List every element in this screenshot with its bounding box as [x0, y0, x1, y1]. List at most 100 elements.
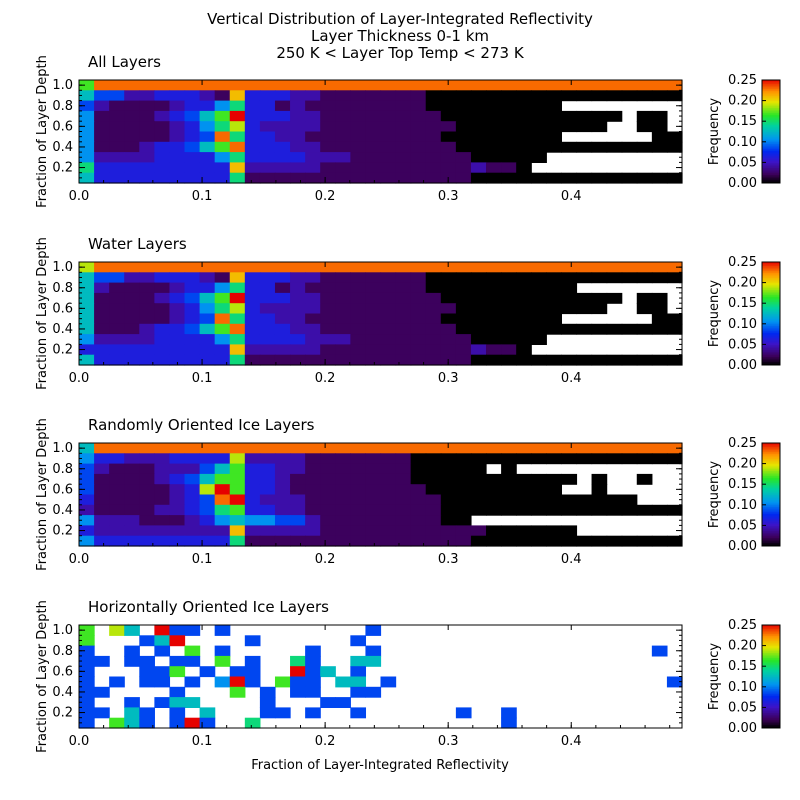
- panel-title: Horizontally Oriented Ice Layers: [88, 598, 329, 616]
- heatmap-cell: [320, 282, 336, 294]
- colorbar-segment: [762, 97, 780, 100]
- heatmap-cell: [486, 484, 502, 496]
- heatmap-cell: [94, 100, 110, 112]
- heatmap-cell: [516, 303, 532, 315]
- heatmap-cell: [501, 272, 517, 284]
- colorbar-segment: [762, 674, 780, 677]
- heatmap-cell: [305, 172, 321, 184]
- colorbar-segment: [762, 262, 780, 265]
- heatmap-cell: [365, 90, 382, 102]
- heatmap-cell: [410, 344, 427, 356]
- heatmap-cell: [320, 262, 336, 273]
- heatmap-cell: [305, 344, 321, 356]
- heatmap-cell: [94, 323, 110, 335]
- colorbar-segment: [762, 530, 780, 533]
- heatmap-cell: [199, 463, 216, 475]
- heatmap-cell: [244, 334, 261, 345]
- heatmap-cells: [79, 80, 683, 184]
- heatmap-cell: [410, 463, 427, 475]
- heatmap-cell: [214, 172, 231, 184]
- heatmap-cell: [259, 162, 276, 174]
- heatmap-cell: [455, 121, 472, 133]
- heatmap-cell: [455, 323, 472, 335]
- heatmap-cell: [395, 90, 412, 102]
- heatmap-cell: [576, 453, 593, 465]
- heatmap-cell: [169, 131, 186, 143]
- heatmap-cell: [79, 635, 95, 647]
- heatmap-cell: [501, 707, 517, 719]
- heatmap-cell: [651, 90, 668, 102]
- colorbar-segment: [762, 647, 780, 650]
- heatmap-cell: [425, 494, 442, 506]
- heatmap-cell: [501, 484, 517, 496]
- heatmap-cell: [651, 323, 668, 335]
- heatmap-cell: [410, 515, 427, 526]
- colorbar-segment: [762, 275, 780, 278]
- heatmap-cell: [154, 463, 171, 475]
- panel-title: All Layers: [88, 53, 161, 71]
- heatmap-cell: [501, 717, 517, 729]
- colorbar-segment: [762, 146, 780, 150]
- heatmap-cell: [470, 443, 487, 454]
- heatmap-cell: [516, 323, 532, 335]
- colorbar-segment: [762, 527, 780, 530]
- heatmap-cell: [651, 443, 668, 454]
- heatmap-cell: [365, 80, 382, 91]
- colorbar-segment: [762, 539, 780, 542]
- heatmap-cell: [199, 303, 216, 315]
- heatmap-cell: [305, 666, 321, 678]
- heatmap-cell: [229, 162, 246, 174]
- heatmap-cell: [94, 535, 110, 547]
- colorbar-segment: [762, 650, 780, 653]
- heatmap-cell: [259, 443, 276, 454]
- heatmap-cell: [94, 655, 110, 667]
- heatmap-cell: [410, 292, 427, 304]
- heatmap-cell: [561, 272, 578, 284]
- heatmap-cell: [169, 100, 186, 112]
- heatmap-cell: [531, 152, 547, 163]
- heatmap-cell: [124, 494, 140, 506]
- colorbar-segment: [762, 126, 780, 129]
- heatmap-cell: [501, 162, 517, 174]
- y-axis-label: Fraction of Layer Depth: [35, 237, 50, 390]
- colorbar-segment: [762, 340, 780, 344]
- colorbar-segment: [762, 292, 780, 296]
- heatmap-cell: [335, 535, 351, 547]
- heatmap-cell: [109, 90, 125, 102]
- heatmap-cell: [365, 535, 382, 547]
- heatmap-cell: [290, 141, 306, 153]
- heatmap-cell: [501, 131, 517, 143]
- heatmap-cell: [290, 453, 306, 465]
- heatmap-cell: [259, 141, 276, 153]
- heatmap-cell: [94, 272, 110, 284]
- colorbar-segment: [762, 172, 780, 175]
- colorbar-label: Frequency: [707, 461, 722, 528]
- heatmap-cell: [94, 515, 110, 526]
- heatmap-cell: [214, 334, 231, 345]
- heatmap-cell: [365, 473, 382, 485]
- heatmap-cell: [425, 282, 442, 294]
- heatmap-cell: [606, 494, 623, 506]
- heatmap-cell: [561, 453, 578, 465]
- heatmap-cell: [79, 110, 95, 122]
- heatmap-cell: [139, 131, 155, 143]
- heatmap-cell: [440, 484, 457, 496]
- heatmap-cell: [365, 443, 382, 454]
- heatmap-cell: [561, 110, 578, 122]
- heatmap-cell: [290, 131, 306, 143]
- heatmap-cell: [214, 354, 231, 366]
- heatmap-cell: [154, 80, 171, 91]
- heatmap-cell: [606, 354, 623, 366]
- heatmap-cell: [169, 463, 186, 475]
- heatmap-cell: [425, 334, 442, 345]
- colorbar-segment: [762, 473, 780, 477]
- y-tick-label: 1.0: [52, 441, 73, 456]
- heatmap-cell: [651, 354, 668, 366]
- heatmap-cell: [531, 141, 547, 153]
- heatmap-cell: [290, 676, 306, 688]
- heatmap-cell: [440, 272, 457, 284]
- heatmap-cell: [229, 152, 246, 163]
- heatmap-cell: [440, 453, 457, 465]
- colorbar-segment: [762, 301, 780, 304]
- x-tick-label: 0.4: [561, 552, 582, 567]
